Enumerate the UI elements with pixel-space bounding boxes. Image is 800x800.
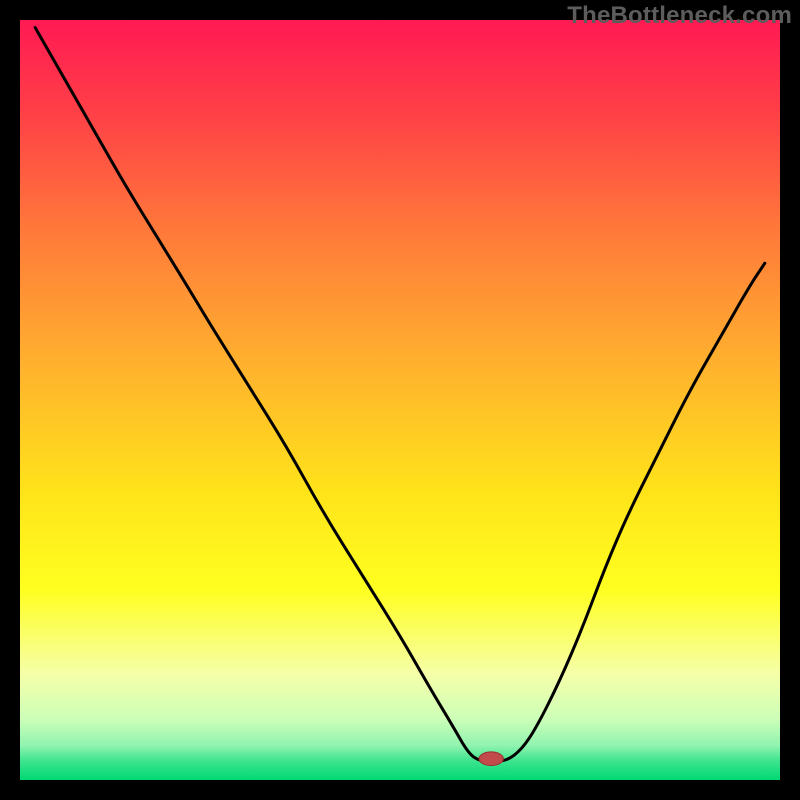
- gradient-plot-area: [20, 20, 780, 780]
- chart-stage: TheBottleneck.com: [0, 0, 800, 800]
- bottleneck-chart-svg: [0, 0, 800, 800]
- minimum-marker: [479, 752, 503, 766]
- watermark-text: TheBottleneck.com: [567, 2, 792, 30]
